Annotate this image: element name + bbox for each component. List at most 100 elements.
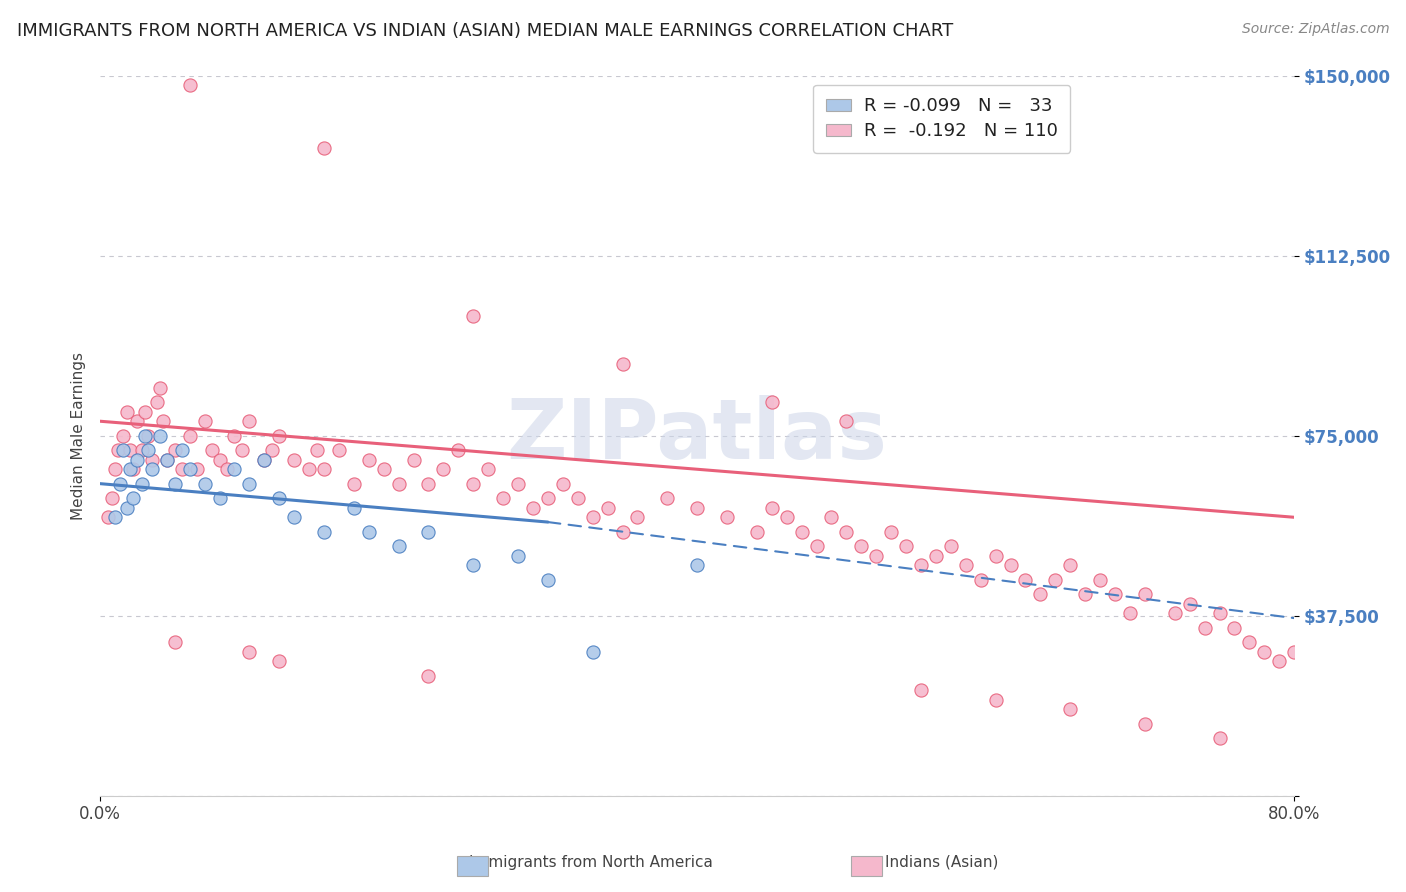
Point: [835, 414, 858, 428]
Point: [1074, 587, 1097, 601]
Point: [477, 462, 499, 476]
Point: [208, 491, 231, 505]
Point: [1223, 621, 1246, 635]
Point: [253, 452, 276, 467]
Point: [343, 500, 366, 515]
Point: [104, 462, 127, 476]
Point: [111, 443, 134, 458]
Point: [626, 510, 648, 524]
Point: [146, 395, 169, 409]
Point: [238, 645, 260, 659]
Point: [122, 462, 145, 476]
Point: [283, 452, 305, 467]
Point: [343, 476, 366, 491]
Point: [283, 510, 305, 524]
Point: [201, 443, 224, 458]
Point: [1164, 607, 1187, 621]
Y-axis label: Median Male Earnings: Median Male Earnings: [72, 351, 86, 520]
Point: [1208, 731, 1230, 746]
Point: [612, 357, 634, 371]
Point: [910, 683, 932, 698]
Point: [224, 428, 246, 442]
Point: [127, 452, 149, 467]
Point: [305, 443, 328, 458]
Point: [1104, 587, 1126, 601]
Point: [253, 452, 276, 467]
Point: [224, 462, 246, 476]
Point: [312, 140, 335, 154]
Point: [1253, 645, 1275, 659]
Point: [127, 414, 149, 428]
Point: [163, 476, 186, 491]
Point: [186, 462, 208, 476]
Point: [312, 462, 335, 476]
Point: [269, 654, 291, 668]
Point: [179, 462, 201, 476]
Point: [835, 524, 858, 539]
Point: [104, 510, 127, 524]
Point: [179, 428, 201, 442]
Point: [269, 491, 291, 505]
Point: [596, 500, 619, 515]
Point: [506, 476, 529, 491]
Point: [1088, 573, 1111, 587]
Point: [108, 476, 131, 491]
Point: [328, 443, 350, 458]
Point: [312, 524, 335, 539]
Point: [388, 539, 411, 553]
Point: [1239, 635, 1261, 649]
Point: [134, 428, 156, 442]
Point: [194, 414, 217, 428]
Point: [1133, 716, 1156, 731]
Point: [551, 476, 574, 491]
Point: [984, 692, 1007, 706]
Point: [107, 443, 129, 458]
Point: [149, 428, 172, 442]
Point: [790, 524, 813, 539]
Point: [567, 491, 589, 505]
Point: [1119, 607, 1142, 621]
Point: [925, 549, 948, 563]
Text: Immigrants from North America: Immigrants from North America: [468, 855, 713, 870]
Point: [101, 491, 124, 505]
Point: [522, 500, 544, 515]
Point: [537, 491, 560, 505]
Point: [115, 500, 138, 515]
Point: [163, 635, 186, 649]
Point: [238, 414, 260, 428]
Point: [1282, 645, 1305, 659]
Point: [179, 78, 201, 92]
Point: [231, 443, 253, 458]
Point: [894, 539, 917, 553]
Point: [1268, 654, 1291, 668]
Point: [806, 539, 828, 553]
Point: [172, 443, 194, 458]
Point: [865, 549, 887, 563]
Point: [447, 443, 470, 458]
Point: [761, 395, 783, 409]
Text: IMMIGRANTS FROM NORTH AMERICA VS INDIAN (ASIAN) MEDIAN MALE EARNINGS CORRELATION: IMMIGRANTS FROM NORTH AMERICA VS INDIAN …: [17, 22, 953, 40]
Point: [657, 491, 679, 505]
Point: [776, 510, 799, 524]
Point: [131, 443, 153, 458]
Point: [134, 404, 156, 418]
Point: [194, 476, 217, 491]
Point: [851, 539, 873, 553]
Point: [131, 476, 153, 491]
Point: [1059, 702, 1081, 716]
Text: Indians (Asian): Indians (Asian): [886, 855, 998, 870]
Point: [955, 558, 977, 573]
Point: [970, 573, 993, 587]
Point: [163, 443, 186, 458]
Point: [136, 443, 159, 458]
Point: [1194, 621, 1216, 635]
Point: [111, 428, 134, 442]
Point: [506, 549, 529, 563]
Point: [761, 500, 783, 515]
Point: [492, 491, 515, 505]
Point: [686, 500, 709, 515]
Point: [984, 549, 1007, 563]
Point: [1208, 607, 1230, 621]
Point: [1029, 587, 1052, 601]
Point: [418, 476, 440, 491]
